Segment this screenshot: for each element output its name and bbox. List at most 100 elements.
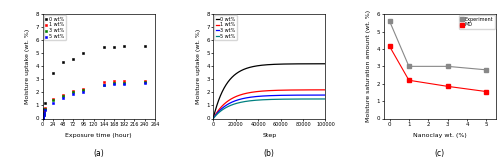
1 wt% bbox=[120, 79, 128, 82]
1 wt% bbox=[100, 81, 108, 83]
3 wt% bbox=[39, 117, 47, 120]
0 wt% bbox=[265, 64, 271, 66]
1 wt% bbox=[216, 109, 222, 111]
3 wt% bbox=[110, 82, 118, 85]
1 wt% bbox=[69, 90, 77, 92]
Line: 5 wt%: 5 wt% bbox=[213, 99, 326, 118]
5 wt% bbox=[39, 116, 47, 119]
MD bbox=[444, 85, 450, 87]
1 wt% bbox=[39, 117, 47, 120]
3 wt% bbox=[319, 94, 325, 96]
5 wt% bbox=[319, 98, 325, 100]
1 wt% bbox=[79, 87, 87, 90]
1 wt% bbox=[39, 116, 47, 118]
3 wt% bbox=[216, 110, 222, 112]
3 wt% bbox=[41, 108, 49, 111]
Y-axis label: Moisture saturation amount (wt. %): Moisture saturation amount (wt. %) bbox=[366, 10, 371, 122]
3 wt% bbox=[141, 81, 149, 83]
5 wt% bbox=[59, 96, 67, 99]
3 wt% bbox=[39, 116, 47, 118]
0 wt% bbox=[319, 63, 325, 65]
3 wt% bbox=[40, 113, 48, 116]
5 wt% bbox=[100, 84, 108, 87]
Legend: 0 wt%, 1 wt%, 3 wt%, 5 wt%: 0 wt%, 1 wt%, 3 wt%, 5 wt% bbox=[214, 15, 237, 40]
5 wt% bbox=[299, 98, 305, 100]
Legend: Experiment, MD: Experiment, MD bbox=[458, 15, 495, 29]
0 wt% bbox=[110, 46, 118, 48]
5 wt% bbox=[69, 93, 77, 96]
0 wt% bbox=[39, 117, 47, 120]
1 wt% bbox=[210, 118, 216, 119]
5 wt% bbox=[216, 112, 222, 113]
0 wt% bbox=[120, 44, 128, 47]
5 wt% bbox=[319, 98, 325, 100]
0 wt% bbox=[49, 72, 57, 74]
Line: 0 wt%: 0 wt% bbox=[213, 64, 326, 118]
1 wt% bbox=[40, 113, 48, 115]
3 wt% bbox=[49, 99, 57, 102]
1 wt% bbox=[319, 89, 325, 91]
X-axis label: Nanoclay wt. (%): Nanoclay wt. (%) bbox=[413, 133, 467, 137]
1 wt% bbox=[299, 89, 305, 91]
0 wt% bbox=[141, 44, 149, 47]
1 wt% bbox=[40, 111, 48, 113]
3 wt% bbox=[210, 118, 216, 119]
0 wt% bbox=[40, 113, 48, 116]
X-axis label: Exposure time (hour): Exposure time (hour) bbox=[66, 133, 132, 137]
Experiment bbox=[406, 65, 412, 67]
3 wt% bbox=[120, 81, 128, 84]
3 wt% bbox=[59, 94, 67, 97]
1 wt% bbox=[265, 90, 271, 92]
MD bbox=[483, 91, 489, 93]
Title: (c): (c) bbox=[435, 149, 445, 158]
0 wt% bbox=[299, 63, 305, 65]
0 wt% bbox=[319, 63, 325, 65]
X-axis label: Step: Step bbox=[262, 133, 277, 137]
5 wt% bbox=[110, 83, 118, 85]
0 wt% bbox=[40, 108, 48, 111]
Title: (b): (b) bbox=[264, 149, 275, 158]
0 wt% bbox=[79, 52, 87, 55]
1 wt% bbox=[49, 98, 57, 100]
3 wt% bbox=[262, 95, 268, 97]
1 wt% bbox=[319, 89, 325, 91]
1 wt% bbox=[40, 115, 48, 117]
5 wt% bbox=[262, 99, 268, 101]
MD bbox=[387, 46, 393, 47]
5 wt% bbox=[323, 98, 329, 100]
Experiment bbox=[387, 20, 393, 22]
Experiment bbox=[444, 65, 450, 67]
5 wt% bbox=[49, 102, 57, 104]
1 wt% bbox=[323, 89, 329, 91]
0 wt% bbox=[59, 61, 67, 64]
Y-axis label: Moisture uptake (wt. %): Moisture uptake (wt. %) bbox=[196, 29, 200, 104]
5 wt% bbox=[39, 117, 47, 120]
5 wt% bbox=[265, 99, 271, 100]
Line: 1 wt%: 1 wt% bbox=[213, 90, 326, 118]
Y-axis label: Moisture uptake (wt. %): Moisture uptake (wt. %) bbox=[25, 29, 30, 104]
MD bbox=[406, 79, 412, 81]
0 wt% bbox=[262, 64, 268, 66]
5 wt% bbox=[210, 118, 216, 119]
3 wt% bbox=[319, 94, 325, 96]
0 wt% bbox=[100, 46, 108, 48]
3 wt% bbox=[79, 89, 87, 92]
3 wt% bbox=[265, 95, 271, 97]
1 wt% bbox=[141, 79, 149, 82]
5 wt% bbox=[141, 81, 149, 84]
1 wt% bbox=[262, 90, 268, 92]
5 wt% bbox=[41, 109, 49, 111]
1 wt% bbox=[110, 79, 118, 82]
0 wt% bbox=[69, 57, 77, 60]
3 wt% bbox=[40, 111, 48, 114]
0 wt% bbox=[216, 99, 222, 100]
3 wt% bbox=[100, 83, 108, 86]
Experiment bbox=[483, 69, 489, 71]
5 wt% bbox=[40, 115, 48, 118]
3 wt% bbox=[299, 94, 305, 96]
Line: 3 wt%: 3 wt% bbox=[213, 95, 326, 118]
0 wt% bbox=[210, 118, 216, 119]
0 wt% bbox=[39, 115, 47, 118]
5 wt% bbox=[120, 82, 128, 85]
1 wt% bbox=[41, 107, 49, 109]
